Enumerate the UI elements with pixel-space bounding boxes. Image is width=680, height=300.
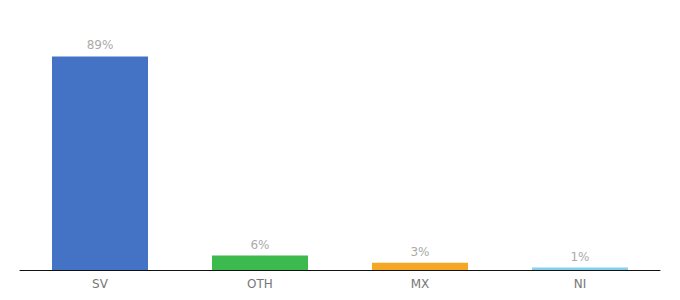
svg-text:OTH: OTH: [247, 277, 273, 291]
svg-text:NI: NI: [574, 277, 587, 291]
svg-text:SV: SV: [92, 277, 109, 291]
svg-text:89%: 89%: [87, 38, 114, 52]
svg-text:MX: MX: [411, 277, 430, 291]
svg-text:1%: 1%: [570, 250, 589, 264]
svg-text:6%: 6%: [250, 238, 269, 252]
svg-text:3%: 3%: [410, 245, 429, 259]
